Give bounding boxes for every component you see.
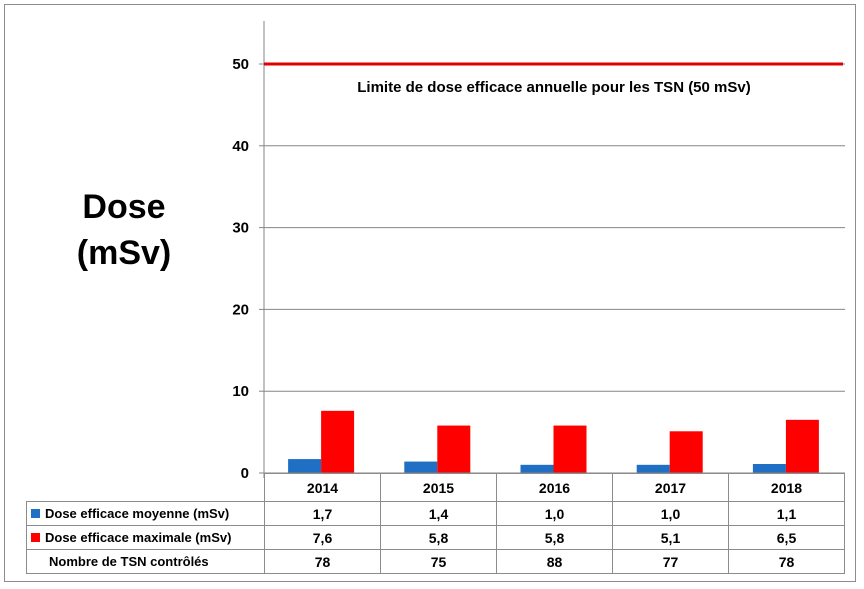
table-row: Dose efficace moyenne (mSv) 1,7 1,4 1,0 1,0 1… <box>26 501 845 526</box>
bar-moyenne-2016 <box>520 464 554 473</box>
data-label: 1,0 <box>496 501 613 526</box>
row-label-text: Nombre de TSN contrôlés <box>49 554 209 569</box>
legend-entry: Dose efficace moyenne (mSv) <box>26 501 265 526</box>
bar-moyenne-2018 <box>752 464 786 473</box>
data-label: 1,0 <box>612 501 729 526</box>
x-tick-label: 2015 <box>380 473 497 502</box>
x-tick-label: 2014 <box>264 473 381 502</box>
bar-maximale-2016 <box>553 425 587 473</box>
bar-maximale-2014 <box>321 410 355 473</box>
y-tick-label: 30 <box>232 220 249 237</box>
data-label: 5,8 <box>380 525 497 550</box>
data-label: 1,1 <box>728 501 845 526</box>
bar-moyenne-2014 <box>288 459 322 473</box>
bar-moyenne-2015 <box>404 461 438 473</box>
legend-entry: Dose efficace maximale (mSv) <box>26 525 265 550</box>
y-axis-label-line1: Dose <box>82 188 166 226</box>
table-header-row: 2014 2015 2016 2017 2018 <box>26 473 845 502</box>
x-tick-label: 2016 <box>496 473 613 502</box>
y-tick-label: 20 <box>232 301 249 318</box>
bar-maximale-2017 <box>669 431 703 473</box>
y-axis-label-line2: (mSv) <box>76 234 172 272</box>
bar-moyenne-2017 <box>636 464 670 473</box>
data-label: 1,4 <box>380 501 497 526</box>
y-tick-label: 50 <box>232 56 249 73</box>
annual-limit-label: Limite de dose efficace annuelle pour le… <box>357 79 750 96</box>
table-row: Dose efficace maximale (mSv) 7,6 5,8 5,8 5,1… <box>26 525 845 550</box>
data-label: 78 <box>264 549 381 574</box>
y-tick-label: 40 <box>232 138 249 155</box>
legend-swatch <box>31 509 40 518</box>
y-axis-label: Dose (mSv) <box>64 184 184 276</box>
data-label: 6,5 <box>728 525 845 550</box>
table-row: Nombre de TSN contrôlés 78 75 88 77 78 <box>26 549 845 574</box>
bar-maximale-2018 <box>785 419 819 473</box>
data-label: 5,8 <box>496 525 613 550</box>
data-label: 78 <box>728 549 845 574</box>
legend-label: Dose efficace moyenne (mSv) <box>45 506 230 521</box>
table-corner-cell <box>26 473 265 502</box>
data-label: 1,7 <box>264 501 381 526</box>
data-label: 75 <box>380 549 497 574</box>
legend-label: Dose efficace maximale (mSv) <box>45 530 232 545</box>
x-tick-label: 2017 <box>612 473 729 502</box>
data-label: 7,6 <box>264 525 381 550</box>
data-label: 88 <box>496 549 613 574</box>
legend-swatch <box>31 533 40 542</box>
data-label: 77 <box>612 549 729 574</box>
data-table: 2014 2015 2016 2017 2018 Dose efficace moyenn… <box>26 473 845 574</box>
chart-frame <box>4 4 856 582</box>
x-tick-label: 2018 <box>728 473 845 502</box>
bar-maximale-2015 <box>437 425 471 473</box>
row-label: Nombre de TSN contrôlés <box>26 549 265 574</box>
y-tick-label: 10 <box>232 383 249 400</box>
data-label: 5,1 <box>612 525 729 550</box>
